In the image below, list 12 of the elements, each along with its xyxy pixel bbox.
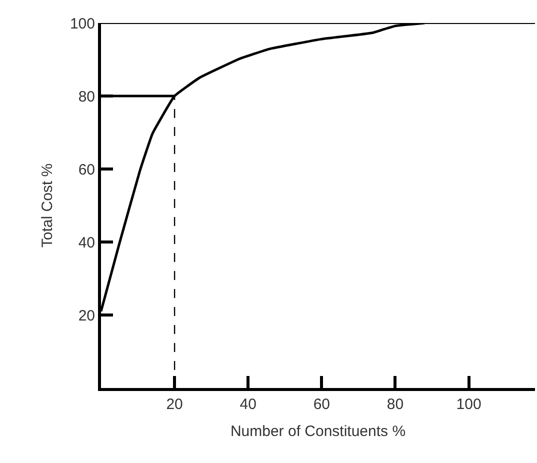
x-tick-label: 60 [313, 396, 330, 413]
x-tick-label: 80 [386, 396, 404, 413]
y-axis-title: Total Cost % [39, 163, 56, 248]
y-tick-label: 20 [78, 307, 95, 324]
y-tick-label: 40 [78, 234, 95, 252]
y-tick-label: 100 [70, 15, 95, 32]
y-tick-label: 80 [78, 88, 95, 106]
x-tick-label: 40 [240, 396, 256, 413]
x-axis-title: Number of Constituents % [230, 423, 406, 440]
x-tick-label: 20 [166, 396, 183, 413]
y-tick-label: 60 [78, 161, 95, 178]
x-tick-label: 100 [456, 396, 482, 413]
